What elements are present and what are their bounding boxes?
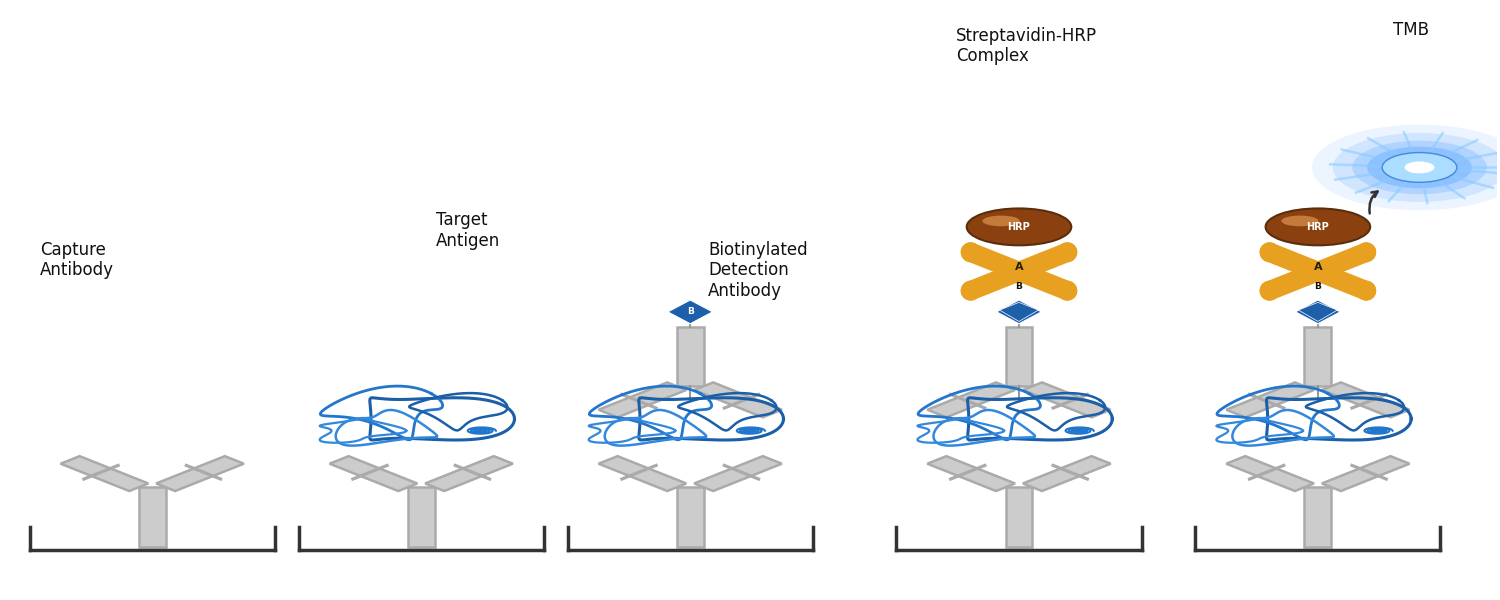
FancyBboxPatch shape: [1005, 327, 1032, 386]
Text: HRP: HRP: [1008, 222, 1031, 232]
Circle shape: [1404, 161, 1434, 173]
Circle shape: [1312, 125, 1500, 210]
Polygon shape: [668, 300, 712, 324]
Text: B: B: [1016, 282, 1023, 291]
Ellipse shape: [966, 208, 1071, 245]
Circle shape: [1004, 265, 1035, 278]
Circle shape: [1302, 265, 1334, 278]
Polygon shape: [927, 456, 1016, 491]
FancyBboxPatch shape: [1305, 487, 1332, 547]
Polygon shape: [694, 382, 782, 417]
Circle shape: [1366, 146, 1472, 188]
Text: B: B: [1016, 307, 1023, 316]
Text: Biotinylated
Detection
Antibody: Biotinylated Detection Antibody: [708, 241, 809, 300]
Polygon shape: [996, 300, 1041, 324]
Text: TMB: TMB: [1392, 20, 1428, 38]
Polygon shape: [694, 456, 782, 491]
Text: Streptavidin-HRP
Complex: Streptavidin-HRP Complex: [956, 26, 1098, 65]
Ellipse shape: [982, 215, 1020, 226]
Ellipse shape: [1281, 215, 1318, 226]
Text: A: A: [1014, 262, 1023, 272]
Polygon shape: [60, 456, 148, 491]
Polygon shape: [1322, 456, 1410, 491]
Polygon shape: [1299, 302, 1338, 322]
Polygon shape: [1296, 300, 1341, 324]
Polygon shape: [1023, 382, 1110, 417]
FancyBboxPatch shape: [408, 487, 435, 547]
FancyBboxPatch shape: [676, 327, 703, 386]
Text: Target
Antigen: Target Antigen: [436, 211, 501, 250]
Polygon shape: [1322, 382, 1410, 417]
Polygon shape: [999, 302, 1038, 322]
Polygon shape: [598, 382, 687, 417]
FancyBboxPatch shape: [140, 487, 165, 547]
Polygon shape: [424, 456, 513, 491]
FancyBboxPatch shape: [1305, 327, 1332, 386]
FancyBboxPatch shape: [1005, 487, 1032, 547]
Text: B: B: [1314, 307, 1322, 316]
Polygon shape: [330, 456, 417, 491]
Polygon shape: [1226, 382, 1314, 417]
Polygon shape: [156, 456, 244, 491]
Circle shape: [1382, 152, 1456, 182]
Circle shape: [1334, 133, 1500, 202]
Text: B: B: [1314, 282, 1322, 291]
Polygon shape: [598, 456, 687, 491]
Circle shape: [1353, 140, 1486, 194]
Text: HRP: HRP: [1306, 222, 1329, 232]
FancyBboxPatch shape: [676, 487, 703, 547]
Polygon shape: [927, 382, 1016, 417]
Polygon shape: [1023, 456, 1110, 491]
Polygon shape: [1226, 456, 1314, 491]
Text: A: A: [1314, 262, 1322, 272]
Text: B: B: [687, 307, 693, 316]
Ellipse shape: [1266, 208, 1370, 245]
Text: Capture
Antibody: Capture Antibody: [40, 241, 114, 280]
